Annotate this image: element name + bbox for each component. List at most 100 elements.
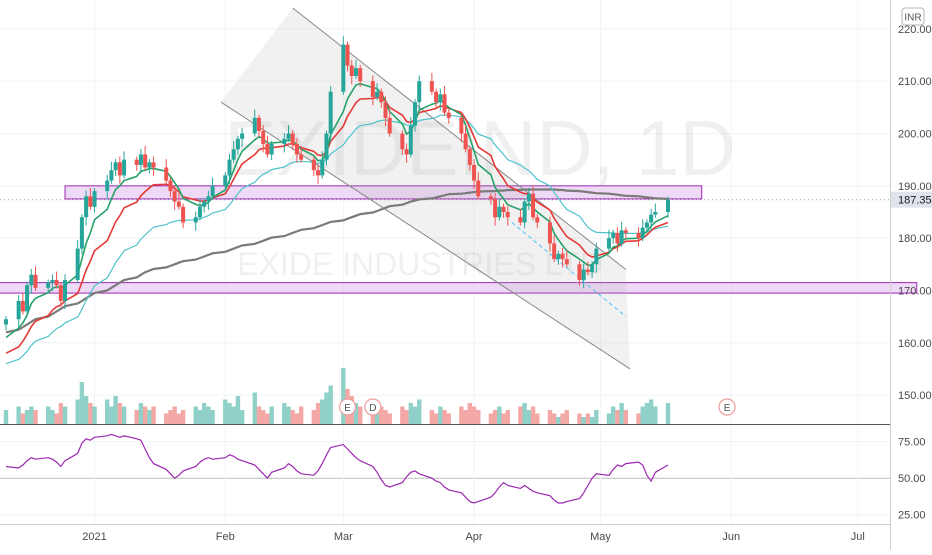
volume-bar	[564, 410, 570, 424]
time-tick-label: Feb	[216, 531, 235, 543]
candle-body	[488, 196, 493, 199]
currency-badge-label: INR	[904, 13, 921, 24]
grid-layer	[0, 0, 890, 524]
volume-bar	[142, 406, 148, 424]
volume-bar	[256, 406, 262, 424]
candle-body	[105, 180, 110, 192]
candle-body	[552, 243, 557, 260]
candle-body	[138, 154, 143, 165]
volume-bar	[261, 410, 266, 424]
time-tick-label: Jun	[722, 531, 740, 543]
price-tick-label: 220.00	[898, 24, 932, 36]
candle-body	[265, 144, 270, 155]
support-zone	[0, 282, 918, 294]
volume-bar	[134, 410, 139, 424]
candle-body	[261, 130, 266, 144]
candle-body	[328, 91, 333, 134]
candle-body	[387, 117, 392, 134]
candle-body	[227, 159, 232, 176]
rsi-line	[5, 433, 669, 504]
ema-mid-line	[5, 96, 669, 354]
candle-body	[172, 191, 177, 202]
candle-body	[640, 227, 645, 239]
candle-body	[417, 81, 422, 103]
volume-bar	[172, 406, 177, 424]
candle-body	[143, 154, 148, 168]
candle-body	[311, 159, 316, 171]
candle-body	[269, 144, 274, 155]
candle-body	[644, 222, 649, 228]
candle-body	[636, 232, 641, 239]
candle-body	[299, 154, 304, 160]
volume-bar	[294, 413, 300, 424]
volume-bar	[138, 403, 144, 424]
volume-bar	[665, 403, 671, 424]
volume-bar	[535, 413, 540, 424]
candle-body	[505, 212, 510, 218]
channel-lower-line	[220, 101, 631, 370]
volume-bar	[109, 406, 114, 424]
candle-body	[649, 214, 654, 223]
time-tick-label: Apr	[465, 531, 482, 543]
volume-bar	[556, 417, 561, 424]
volume-bar	[180, 410, 186, 424]
candle-body	[349, 65, 354, 76]
volume-bar	[353, 403, 359, 424]
volume-bar	[648, 399, 654, 424]
candle-body	[585, 269, 590, 273]
candle-body	[370, 81, 375, 97]
price-tick-label: 170.00	[898, 285, 932, 297]
volume-bar	[265, 413, 270, 424]
volume-bar	[467, 403, 473, 424]
volume-bar	[412, 406, 418, 424]
candle-body	[29, 274, 34, 286]
channel-layer	[220, 7, 631, 370]
volume-bar	[463, 410, 468, 424]
volume-bar	[492, 410, 498, 424]
volume-bar	[24, 410, 30, 424]
volume-bar	[113, 396, 118, 424]
currency-badge[interactable]: INR	[901, 7, 925, 26]
candle-body	[75, 248, 80, 280]
candle-body	[25, 285, 30, 312]
candle-body	[666, 199, 670, 212]
candle-body	[113, 162, 118, 171]
rsi-tick-label: 25.00	[898, 510, 926, 522]
volume-bar	[653, 406, 658, 424]
volume-bar	[497, 406, 502, 424]
candle-body	[467, 149, 472, 165]
volume-bar	[231, 406, 236, 424]
volume-bar	[606, 413, 612, 424]
rsi-layer	[5, 433, 669, 504]
candle-body	[531, 193, 536, 218]
volume-bar	[176, 413, 182, 424]
volume-bar	[223, 399, 228, 424]
candle-body	[117, 162, 122, 176]
volume-bar	[210, 410, 215, 424]
candle-body	[316, 170, 321, 176]
price-tick-label: 210.00	[898, 76, 932, 88]
moving-average-layer	[5, 82, 669, 365]
price-tick-label: 180.00	[898, 233, 932, 245]
candle-body	[290, 133, 295, 144]
volume-bar	[311, 410, 317, 424]
volume-bar	[560, 413, 565, 424]
volume-bar	[471, 406, 477, 424]
volume-bar	[235, 396, 241, 424]
volume-bar	[45, 406, 51, 424]
volume-bar	[594, 410, 599, 424]
candle-body	[286, 133, 291, 139]
volume-bar	[551, 413, 557, 424]
candle-body	[438, 94, 443, 103]
candle-body	[434, 91, 439, 103]
candle-body	[408, 125, 413, 155]
time-tick-label: Mar	[334, 531, 353, 543]
volume-bar	[404, 410, 409, 424]
candle-body	[33, 274, 38, 288]
volume-bar	[505, 410, 510, 424]
ema-slow-line	[5, 114, 669, 365]
candle-body	[202, 201, 207, 207]
candle-body	[358, 68, 363, 82]
